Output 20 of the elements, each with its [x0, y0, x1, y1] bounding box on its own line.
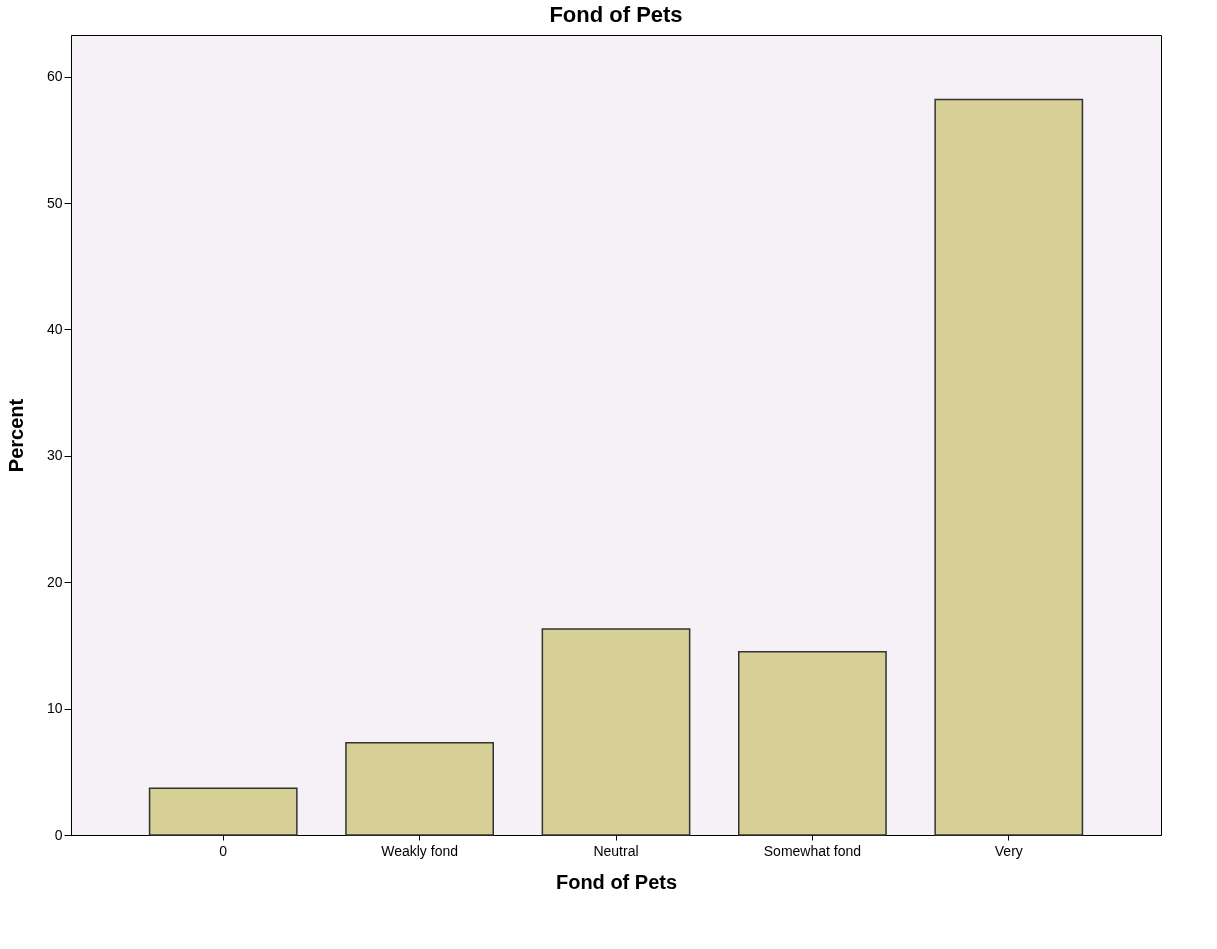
bar [738, 651, 887, 836]
bar [541, 628, 691, 836]
bar [934, 98, 1084, 836]
x-tick-label: Weakly fond [381, 842, 458, 859]
y-tick-label: 40 [46, 320, 63, 337]
x-tick-label: 0 [219, 842, 228, 859]
y-tick-label: 0 [54, 826, 63, 843]
chart-title: Fond of Pets [549, 2, 683, 27]
y-tick-label: 10 [46, 700, 63, 717]
bar [345, 741, 494, 836]
x-tick-label: Neutral [593, 842, 639, 859]
x-axis-title: Fond of Pets [555, 870, 678, 893]
y-axis-title: Percent [4, 398, 27, 473]
y-tick-label: 60 [46, 68, 63, 85]
bar [148, 787, 298, 836]
y-tick-label: 20 [46, 573, 63, 590]
y-tick-label: 30 [46, 447, 63, 464]
x-tick-label: Very [994, 842, 1023, 859]
x-tick-label: Somewhat fond [763, 842, 862, 859]
y-tick-label: 50 [46, 194, 63, 211]
